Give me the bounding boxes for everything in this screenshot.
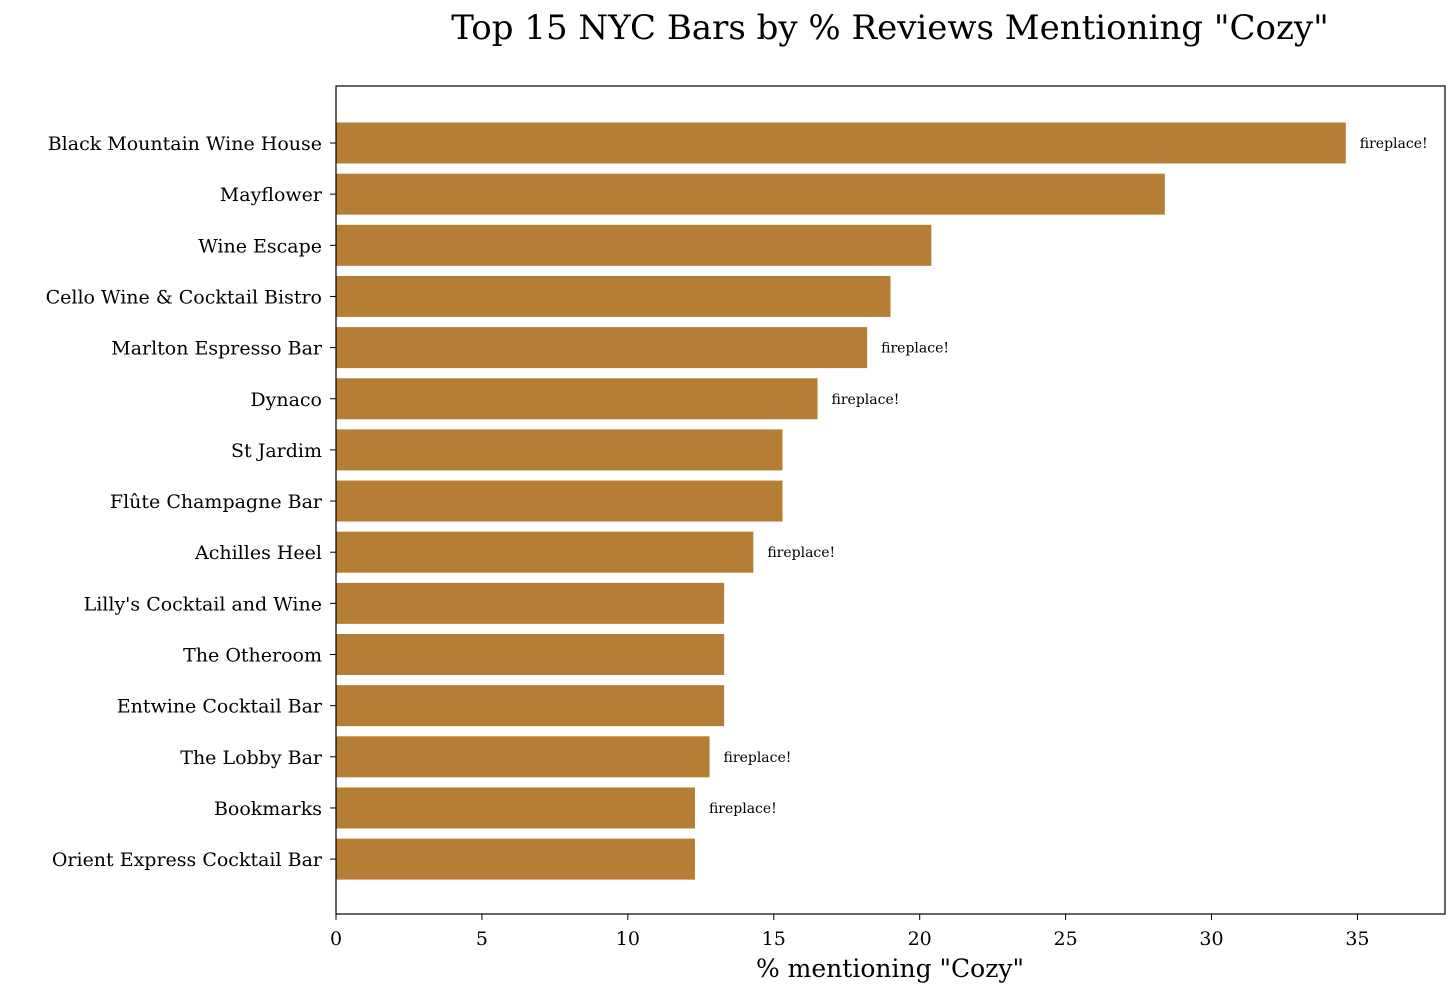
- x-tick-label: 35: [1345, 928, 1369, 950]
- category-label: Cello Wine & Cocktail Bistro: [46, 286, 322, 308]
- bar: [336, 275, 891, 317]
- chart-title: Top 15 NYC Bars by % Reviews Mentioning …: [451, 8, 1328, 48]
- category-label: Wine Escape: [198, 235, 322, 257]
- x-tick-label: 5: [476, 928, 488, 950]
- annotation-label: fireplace!: [709, 801, 777, 817]
- category-label: Orient Express Cocktail Bar: [52, 849, 323, 871]
- category-labels: Black Mountain Wine House Mayflower Wine E…: [46, 133, 336, 871]
- category-label: Entwine Cocktail Bar: [117, 696, 323, 718]
- category-label: Dynaco: [250, 389, 322, 411]
- bar: [336, 736, 710, 778]
- x-tick-label: 0: [330, 928, 342, 950]
- x-tick-label: 25: [1054, 928, 1078, 950]
- x-tick-label: 20: [908, 928, 932, 950]
- bar: [336, 378, 818, 420]
- bar: [336, 480, 783, 522]
- bar: [336, 787, 695, 829]
- category-label: Mayflower: [220, 184, 323, 206]
- category-label: St Jardim: [231, 440, 322, 462]
- bar: [336, 173, 1165, 215]
- annotation-label: fireplace!: [881, 341, 949, 357]
- category-label: Black Mountain Wine House: [48, 133, 322, 155]
- plot-frame: [335, 85, 1446, 915]
- x-tick-label: 30: [1199, 928, 1223, 950]
- annotation-label: fireplace!: [1360, 136, 1428, 152]
- bar: [336, 582, 725, 624]
- category-label: Lilly's Cocktail and Wine: [84, 593, 322, 615]
- x-tick-label: 15: [762, 928, 786, 950]
- category-label: The Otheroom: [183, 645, 322, 667]
- bar: [336, 634, 725, 675]
- annotation-label: fireplace!: [832, 392, 900, 408]
- category-label: The Lobby Bar: [180, 747, 323, 769]
- category-label: Marlton Espresso Bar: [111, 338, 323, 360]
- annotation-label: fireplace!: [724, 750, 792, 766]
- bars-layer: [336, 122, 1346, 880]
- category-label: Achilles Heel: [194, 542, 322, 564]
- x-axis-label: % mentioning "Cozy": [756, 954, 1024, 983]
- category-label: Bookmarks: [214, 798, 322, 820]
- bar: [336, 531, 754, 573]
- annotation-labels: fireplace! fireplace! fireplace! fireplace!…: [709, 136, 1428, 817]
- annotation-label: fireplace!: [767, 545, 835, 561]
- x-tick-label: 10: [616, 928, 640, 950]
- bar: [336, 122, 1346, 164]
- bar: [336, 224, 932, 266]
- x-axis-ticks: 0 5 10 15 20 25 30 35: [330, 914, 1370, 950]
- bar: [336, 838, 695, 880]
- bar: [336, 327, 868, 369]
- category-label: Flûte Champagne Bar: [110, 491, 323, 513]
- bar: [336, 685, 725, 727]
- bar: [336, 429, 783, 471]
